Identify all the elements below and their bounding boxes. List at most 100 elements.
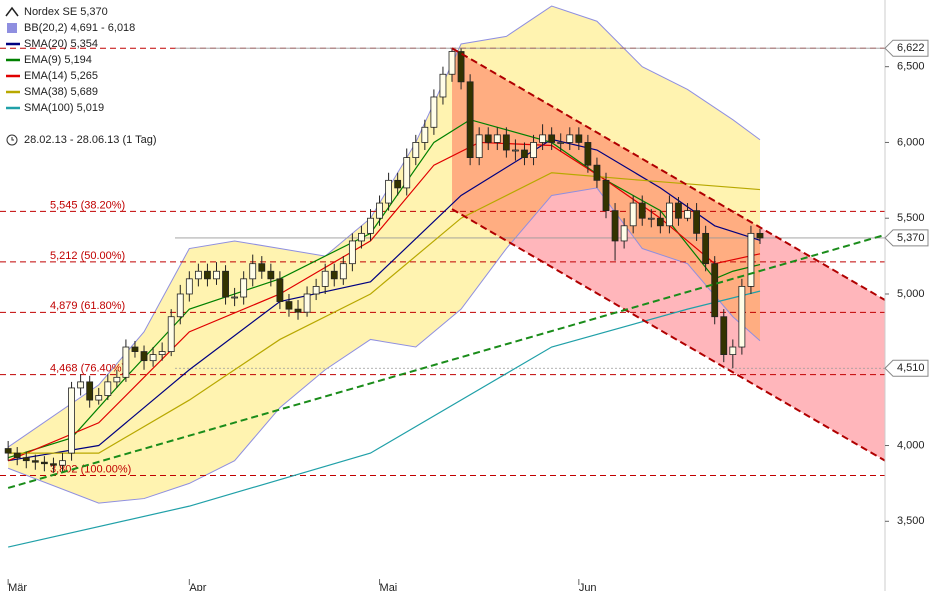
candle-body — [376, 202, 383, 219]
candle-body — [466, 81, 474, 159]
candle-body — [204, 270, 211, 280]
y-tick-label: 4,000 — [897, 439, 925, 451]
level-label: 5,212 (50.00%) — [50, 250, 125, 262]
candle-body — [530, 142, 537, 158]
candle-body — [702, 232, 710, 265]
y-tick-label: 6,500 — [897, 61, 925, 73]
legend-label: SMA(38) 5,689 — [24, 86, 98, 98]
candle-body — [104, 381, 112, 396]
level-label: 4,879 (61.80%) — [50, 300, 125, 312]
candle-body — [385, 179, 393, 204]
candle-body — [666, 202, 673, 227]
candle-body — [684, 210, 691, 219]
candle-body — [421, 126, 429, 143]
channel-line — [451, 208, 886, 462]
candle-body — [448, 51, 456, 75]
candle-body — [240, 278, 248, 298]
candle-body — [258, 263, 266, 272]
band-line — [7, 187, 761, 504]
candle-body — [484, 134, 492, 143]
price-tag — [884, 359, 929, 377]
band-area — [8, 6, 760, 504]
candle-body — [86, 381, 94, 401]
trend-line — [7, 233, 886, 489]
price-tag — [884, 229, 929, 247]
candle-body — [367, 217, 374, 234]
candle-body — [593, 164, 601, 181]
x-tick-label: Mai — [380, 582, 398, 591]
x-tick-label: Mär — [8, 582, 27, 591]
candle-body — [693, 210, 700, 234]
candle-body — [539, 134, 546, 143]
legend-label: EMA(9) 5,194 — [24, 54, 92, 66]
candle-body — [675, 202, 682, 219]
candle-body — [747, 232, 755, 287]
candle-body — [176, 293, 184, 318]
candle-body — [575, 134, 583, 143]
y-tick-label: 6,000 — [897, 136, 925, 148]
candle-body — [584, 142, 592, 166]
level-label: 3,802 (100.00%) — [50, 463, 131, 475]
candle-body — [339, 263, 347, 280]
clock-hands — [11, 137, 14, 141]
x-tick-label: Jun — [579, 582, 597, 591]
price-tag-label: 5,370 — [897, 232, 925, 244]
candle-body — [231, 296, 239, 299]
candle-body — [430, 96, 438, 128]
y-tick-label: 5,000 — [897, 288, 925, 300]
y-tick-label: 3,500 — [897, 515, 925, 527]
candle-body — [285, 301, 293, 310]
candle-body — [521, 149, 528, 158]
candle-body — [50, 463, 57, 466]
candle-body — [475, 134, 483, 159]
candle-body — [95, 395, 103, 401]
candle-body — [439, 73, 447, 98]
candle-body — [13, 452, 21, 459]
level-label: 5,545 (38.20%) — [50, 199, 125, 211]
candle-body — [312, 286, 320, 295]
candle-body — [167, 316, 175, 352]
candle-body — [22, 457, 30, 462]
candle-body — [4, 448, 12, 454]
indicator-line — [8, 172, 761, 454]
candle-body — [122, 346, 130, 378]
candle-body — [321, 270, 329, 287]
candle-body — [303, 293, 311, 313]
candle-body — [40, 461, 48, 465]
candle-body — [358, 232, 365, 242]
clock-icon — [6, 134, 18, 146]
candle-body — [502, 134, 510, 151]
legend-icon — [5, 6, 19, 17]
price-tag-label: 6,622 — [897, 42, 925, 54]
candle-body — [738, 286, 746, 348]
candle-body — [249, 263, 257, 280]
candle-body — [185, 278, 193, 295]
indicator-line — [8, 290, 761, 548]
candle-body — [412, 142, 420, 158]
candle-body — [756, 232, 764, 239]
legend-label: BB(20,2) 4,691 - 6,018 — [24, 22, 135, 34]
chart-title: Nordex SE 5,370 — [24, 6, 108, 18]
candle-body — [113, 376, 121, 383]
candle-body — [267, 270, 275, 280]
legend-label: SMA(100) 5,019 — [24, 102, 104, 114]
candle-body — [647, 217, 655, 220]
y-tick-label: 5,500 — [897, 212, 925, 224]
candle-body — [68, 387, 75, 454]
candle-body — [656, 217, 664, 227]
candle-body — [294, 308, 302, 313]
candle-body — [566, 134, 574, 143]
price-tag-label: 4,510 — [897, 362, 925, 374]
candle-body — [131, 346, 139, 352]
candle-body — [140, 351, 148, 362]
legend-label: EMA(14) 5,265 — [24, 70, 98, 82]
candle-body — [149, 354, 157, 362]
candle-body — [77, 381, 85, 389]
candle-body — [611, 210, 619, 242]
candle-body — [403, 157, 411, 189]
candle-body — [213, 270, 220, 280]
candle-body — [629, 202, 637, 227]
price-tag — [884, 39, 929, 57]
candle-body — [720, 316, 728, 356]
